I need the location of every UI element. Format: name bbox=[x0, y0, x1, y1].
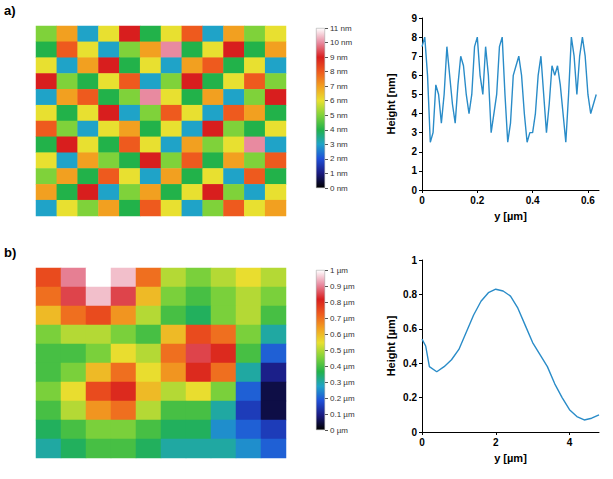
svg-text:0: 0 bbox=[411, 185, 417, 196]
svg-text:Height [nm]: Height [nm] bbox=[385, 73, 397, 134]
svg-text:8 nm: 8 nm bbox=[330, 67, 348, 76]
svg-text:0.6 µm: 0.6 µm bbox=[330, 330, 355, 339]
svg-text:7 nm: 7 nm bbox=[330, 82, 348, 91]
svg-text:0 µm: 0 µm bbox=[330, 426, 348, 435]
svg-text:b): b) bbox=[4, 245, 16, 260]
svg-text:0.4: 0.4 bbox=[526, 195, 540, 206]
svg-text:0.8 µm: 0.8 µm bbox=[330, 298, 355, 307]
svg-text:0.4: 0.4 bbox=[403, 358, 417, 369]
svg-text:1 µm: 1 µm bbox=[330, 266, 348, 275]
svg-text:0.7 µm: 0.7 µm bbox=[330, 314, 355, 323]
svg-text:5: 5 bbox=[411, 89, 417, 100]
svg-text:y [µm]: y [µm] bbox=[494, 452, 527, 464]
svg-text:11 nm: 11 nm bbox=[330, 24, 352, 33]
svg-text:0.2: 0.2 bbox=[470, 195, 484, 206]
svg-text:y [µm]: y [µm] bbox=[494, 210, 527, 222]
svg-text:0.4 µm: 0.4 µm bbox=[330, 362, 355, 371]
svg-text:4: 4 bbox=[567, 437, 573, 448]
svg-text:0.8: 0.8 bbox=[403, 289, 417, 300]
svg-text:4: 4 bbox=[411, 108, 417, 119]
svg-text:0.3 µm: 0.3 µm bbox=[330, 378, 355, 387]
svg-text:5 nm: 5 nm bbox=[330, 111, 348, 120]
svg-text:8: 8 bbox=[411, 32, 417, 43]
svg-text:1: 1 bbox=[411, 165, 417, 176]
svg-text:0 nm: 0 nm bbox=[330, 184, 348, 193]
svg-text:1: 1 bbox=[411, 255, 417, 266]
svg-text:0: 0 bbox=[411, 427, 417, 438]
svg-text:0.6: 0.6 bbox=[403, 323, 417, 334]
svg-text:2 nm: 2 nm bbox=[330, 154, 348, 163]
svg-text:a): a) bbox=[4, 3, 16, 18]
svg-text:0.1 µm: 0.1 µm bbox=[330, 410, 355, 419]
svg-text:7: 7 bbox=[411, 51, 417, 62]
svg-text:0.5 µm: 0.5 µm bbox=[330, 346, 355, 355]
svg-text:Height [µm]: Height [µm] bbox=[385, 315, 397, 376]
svg-text:0.9 µm: 0.9 µm bbox=[330, 282, 355, 291]
svg-text:2: 2 bbox=[493, 437, 499, 448]
svg-text:0: 0 bbox=[419, 195, 425, 206]
svg-text:6 nm: 6 nm bbox=[330, 96, 348, 105]
svg-text:9: 9 bbox=[411, 13, 417, 24]
svg-text:2: 2 bbox=[411, 146, 417, 157]
svg-text:0.2: 0.2 bbox=[403, 392, 417, 403]
svg-text:3 nm: 3 nm bbox=[330, 140, 348, 149]
svg-text:10 nm: 10 nm bbox=[330, 38, 353, 47]
svg-text:6: 6 bbox=[411, 70, 417, 81]
svg-text:9 nm: 9 nm bbox=[330, 53, 348, 62]
svg-text:0.2 µm: 0.2 µm bbox=[330, 394, 355, 403]
svg-text:3: 3 bbox=[411, 127, 417, 138]
svg-text:0: 0 bbox=[419, 437, 425, 448]
svg-text:1 nm: 1 nm bbox=[330, 169, 348, 178]
svg-text:4 nm: 4 nm bbox=[330, 125, 348, 134]
svg-text:0.6: 0.6 bbox=[581, 195, 595, 206]
